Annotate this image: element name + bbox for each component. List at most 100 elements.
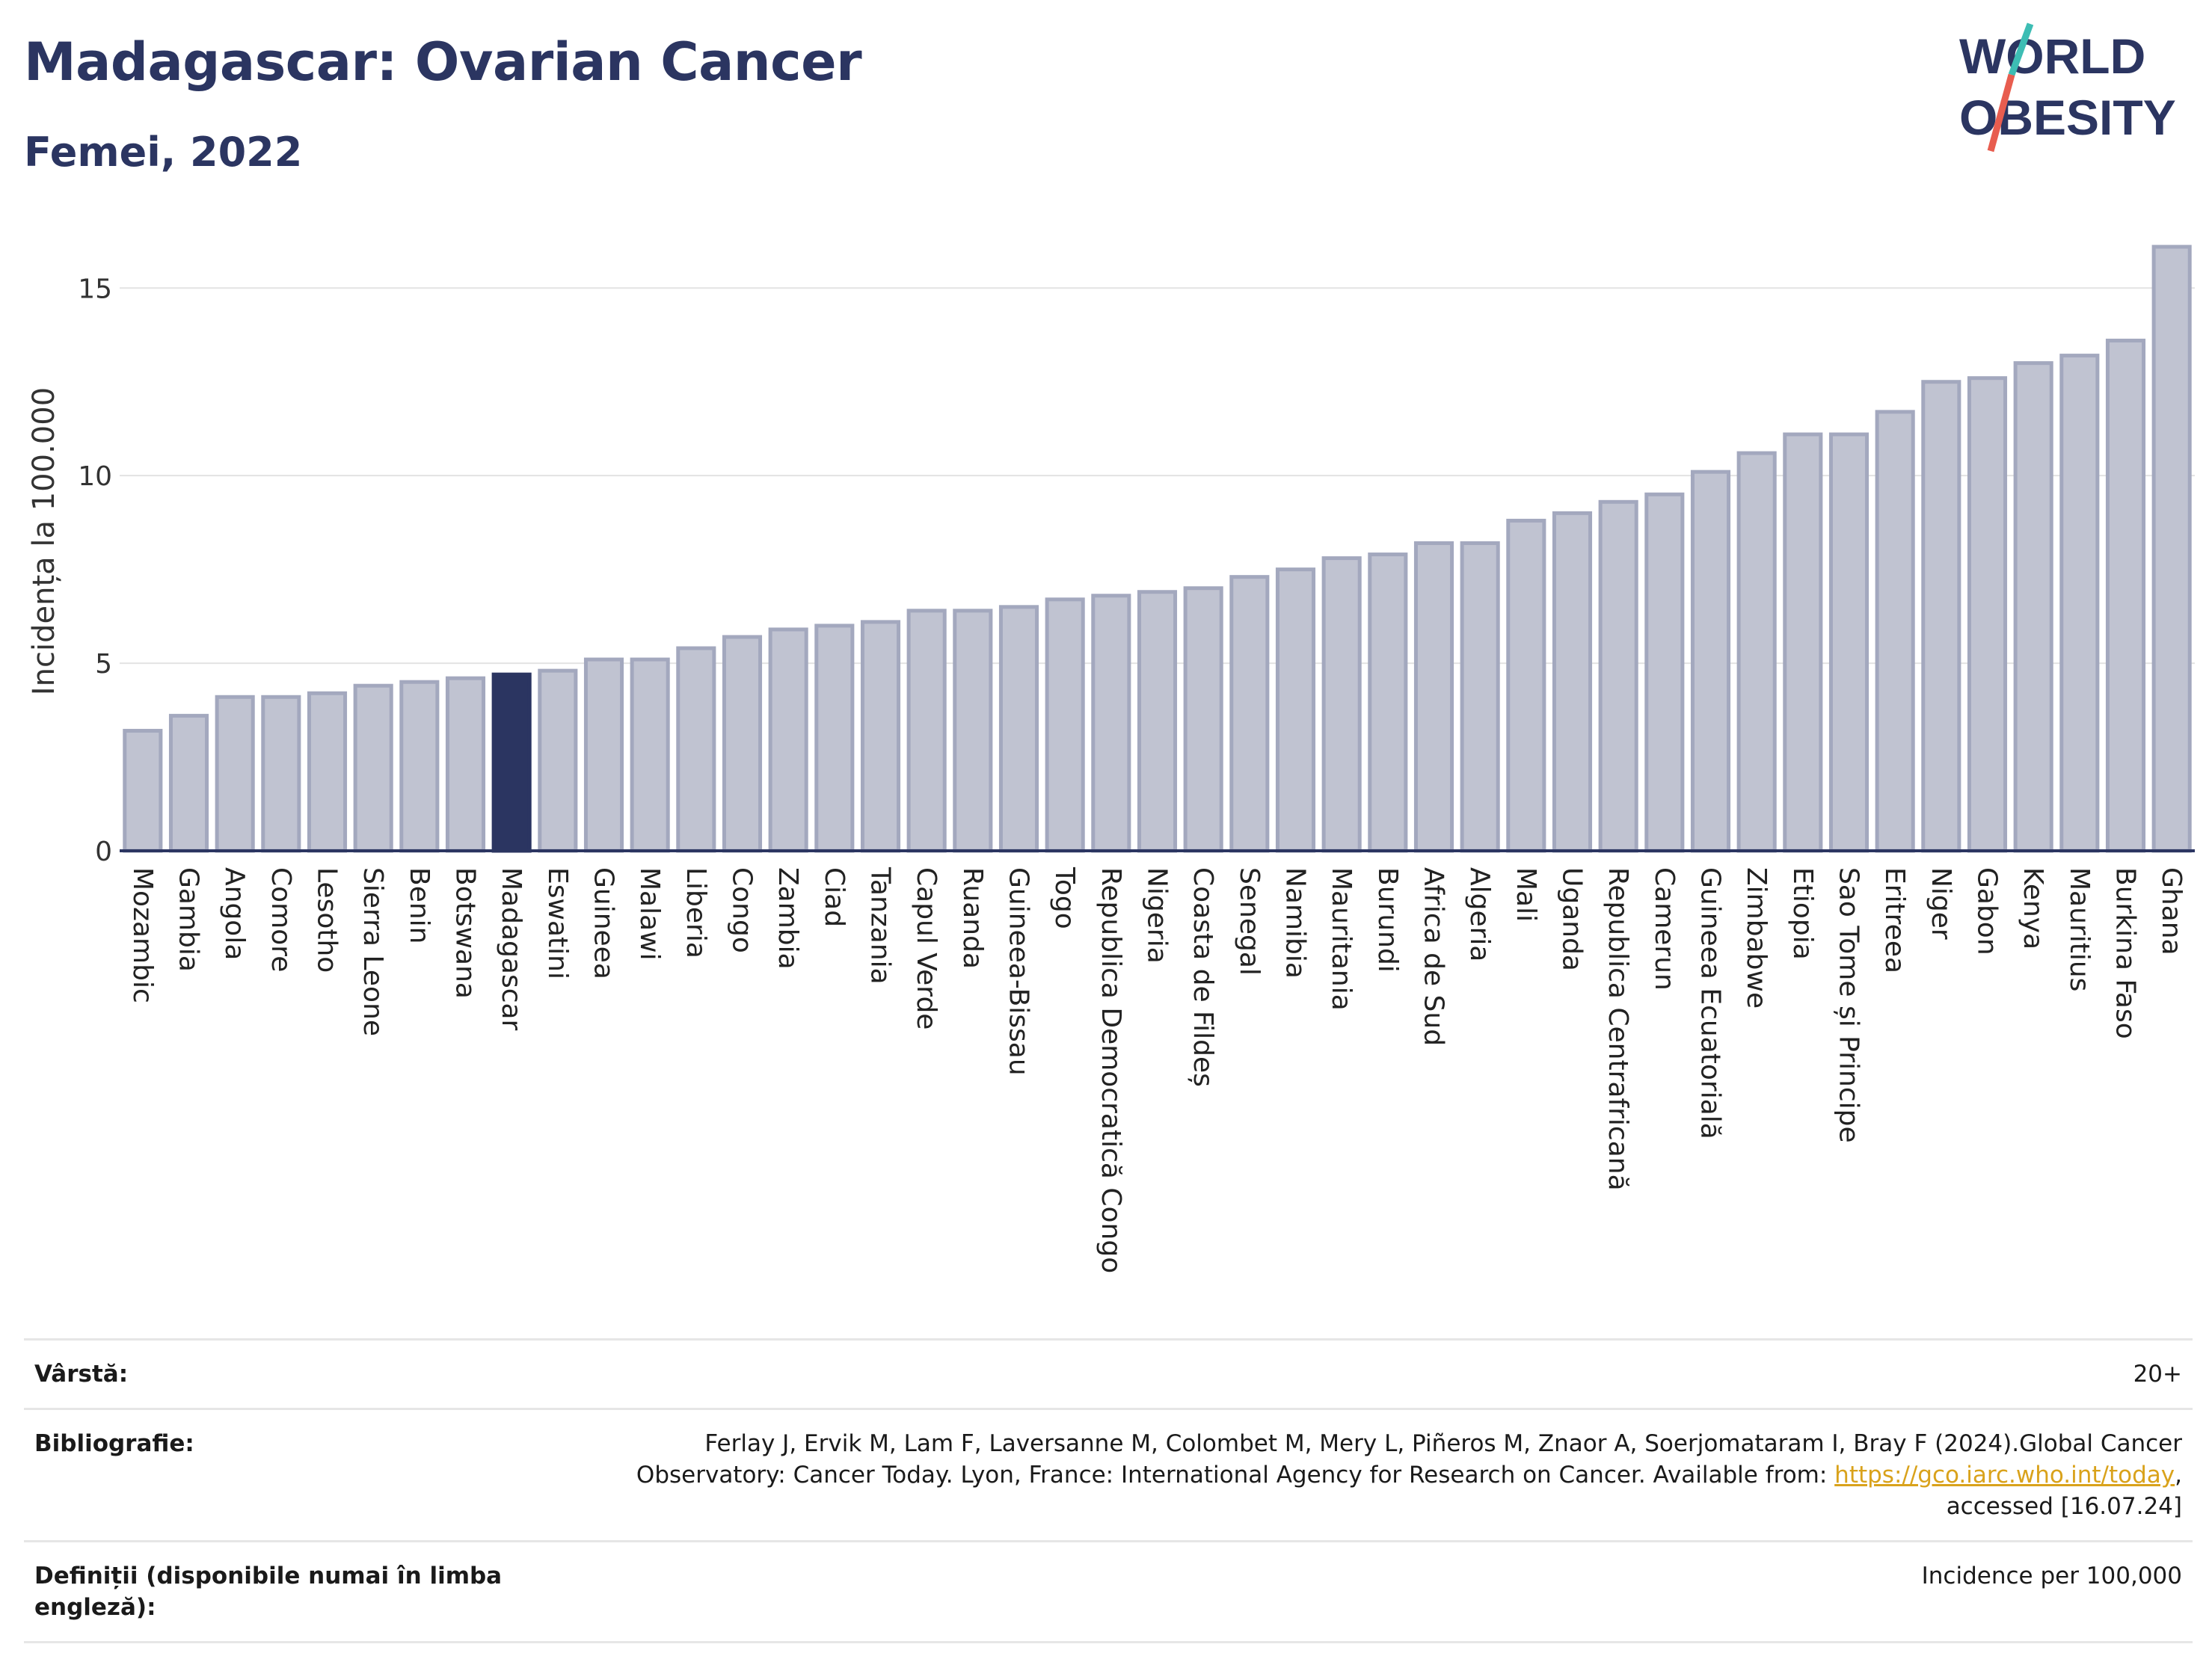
y-tick-label: 10 <box>78 461 112 492</box>
x-tick-label: Guineea-Bissau <box>1004 867 1034 1076</box>
x-tick-label: Liberia <box>681 867 711 958</box>
x-tick-label: Nigeria <box>1142 867 1173 964</box>
x-tick-label: Gambia <box>173 867 204 972</box>
bar-gambia <box>168 713 209 853</box>
x-tick-label: Congo <box>727 867 758 953</box>
x-tick-label: Uganda <box>1557 867 1588 971</box>
x-tick-label: Capul Verde <box>911 867 941 1029</box>
x-tick-label: Eswatini <box>542 867 573 979</box>
x-tick-label: Madagascar <box>496 867 526 1031</box>
age-label: Vârstă: <box>34 1361 129 1388</box>
x-tick-label: Zimbabwe <box>1741 867 1772 1009</box>
bar-republica-centrafrican- <box>1598 499 1638 853</box>
x-tick-label: Coasta de Fildeș <box>1188 867 1218 1087</box>
x-tick-label: Niger <box>1926 867 1956 940</box>
x-tick-label: Africa de Sud <box>1419 867 1449 1046</box>
bar-burundi <box>1368 552 1408 853</box>
bar-eswatini <box>538 668 578 853</box>
x-tick-label: Togo <box>1049 867 1080 929</box>
y-tick-label: 0 <box>95 837 112 867</box>
bar-coasta-de-filde- <box>1183 586 1223 853</box>
x-tick-label: Namibia <box>1280 867 1311 979</box>
bar-africa-de-sud <box>1413 541 1454 853</box>
definitions-label: Definiții (disponibile numai în limba en… <box>34 1563 503 1621</box>
x-tick-label: Sao Tome și Principe <box>1834 867 1864 1143</box>
bar-guineea <box>583 657 624 853</box>
bar-mali <box>1506 518 1546 853</box>
bar-niger <box>1921 380 1961 853</box>
x-tick-label: Sierra Leone <box>357 867 388 1036</box>
bibliography-label: Bibliografie: <box>34 1430 194 1457</box>
bar-sierra-leone <box>353 683 393 853</box>
bar-ghana <box>2151 244 2192 853</box>
bar-chart: 0 5 10 15 Incidența la 100.000 Mozambic Gambia… <box>27 244 2195 1273</box>
bar-guineea-bissau <box>998 605 1039 853</box>
x-tick-label: Lesotho <box>312 867 342 973</box>
y-tick-label: 5 <box>95 649 112 680</box>
bar-republica-democratic-congo <box>1091 594 1131 853</box>
bibliography-line-2: Observatory: Cancer Today. Lyon, France:… <box>636 1462 1835 1489</box>
bar-madagascar <box>491 672 532 853</box>
bar-comore <box>261 695 301 853</box>
bar-botswana <box>445 676 486 853</box>
x-tick-label: Gabon <box>1972 867 2003 955</box>
x-tick-label: Eritreea <box>1879 867 1910 973</box>
x-tick-label: Botswana <box>450 867 481 999</box>
bar-mauritius <box>2059 354 2100 853</box>
x-tick-label: Algeria <box>1464 867 1495 962</box>
page-title: Madagascar: Ovarian Cancer <box>24 31 862 93</box>
bar-lesotho <box>307 691 348 853</box>
y-axis-label: Incidența la 100.000 <box>27 387 61 695</box>
x-tick-label: Guineea Ecuatorială <box>1695 867 1726 1139</box>
bar-capul-verde <box>906 609 947 853</box>
x-tick-label: Republica Democratică Congo <box>1096 867 1126 1273</box>
definitions-value: Incidence per 100,000 <box>1921 1563 2182 1589</box>
bar-tanzania <box>860 620 901 853</box>
age-value: 20+ <box>2133 1361 2182 1388</box>
bar-guineea-ecuatorial- <box>1690 470 1731 853</box>
x-tick-label: Camerun <box>1649 867 1680 991</box>
x-tick-label: Guineea <box>589 867 619 979</box>
bar-sao-tome-i-principe <box>1828 432 1870 853</box>
bar-namibia <box>1275 567 1316 853</box>
x-tick-label: Ciad <box>819 867 850 927</box>
x-tick-label: Malawi <box>634 867 665 961</box>
logo-slash-teal <box>2008 22 2034 76</box>
bar-mauritania <box>1321 556 1362 853</box>
y-tick-label: 15 <box>78 274 112 304</box>
bar-gabon <box>1967 376 2008 853</box>
x-tick-label: Comore <box>265 867 296 972</box>
bar-angola <box>215 695 255 853</box>
logo-text-world: WORLD <box>1959 28 2145 84</box>
bar-algeria <box>1460 541 1500 853</box>
x-tick-label: Benin <box>404 867 434 944</box>
x-tick-label: Burundi <box>1372 867 1403 973</box>
x-tick-label: Mauritius <box>2064 867 2095 991</box>
x-tick-label: Etiopia <box>1787 867 1818 960</box>
bibliography-row: Bibliografie: Ferlay J, Ervik M, Lam F, … <box>24 1408 2193 1540</box>
definitions-row: Definiții (disponibile numai în limba en… <box>24 1540 2193 1643</box>
bar-senegal <box>1229 575 1270 853</box>
world-obesity-logo: WORLD OBESITY <box>1959 22 2176 153</box>
info-table: Vârstă: 20+ Bibliografie: Ferlay J, Ervi… <box>24 1338 2193 1643</box>
bar-nigeria <box>1137 590 1178 853</box>
x-tick-label: Mauritania <box>1326 867 1357 1011</box>
x-tick-label: Ruanda <box>957 867 988 969</box>
bar-zambia <box>768 627 808 853</box>
logo-slash-red <box>1987 73 2015 153</box>
x-tick-label: Angola <box>219 867 250 960</box>
bar-etiopia <box>1783 432 1823 853</box>
bibliography-text: Ferlay J, Ervik M, Lam F, Laversanne M, … <box>574 1428 2182 1522</box>
x-tick-label: Kenya <box>2018 867 2048 949</box>
page-subtitle: Femei, 2022 <box>24 129 303 176</box>
x-tick-label: Tanzania <box>865 867 896 985</box>
bar-ciad <box>814 624 855 853</box>
bar-togo <box>1045 597 1085 853</box>
x-tick-label: Ghana <box>2156 867 2187 955</box>
bar-liberia <box>676 646 716 853</box>
bar-congo <box>722 635 763 853</box>
bibliography-link[interactable]: https://gco.iarc.who.int/today <box>1834 1462 2175 1489</box>
age-row: Vârstă: 20+ <box>24 1338 2193 1408</box>
bar-mozambic <box>123 728 163 853</box>
bar-benin <box>399 680 440 853</box>
